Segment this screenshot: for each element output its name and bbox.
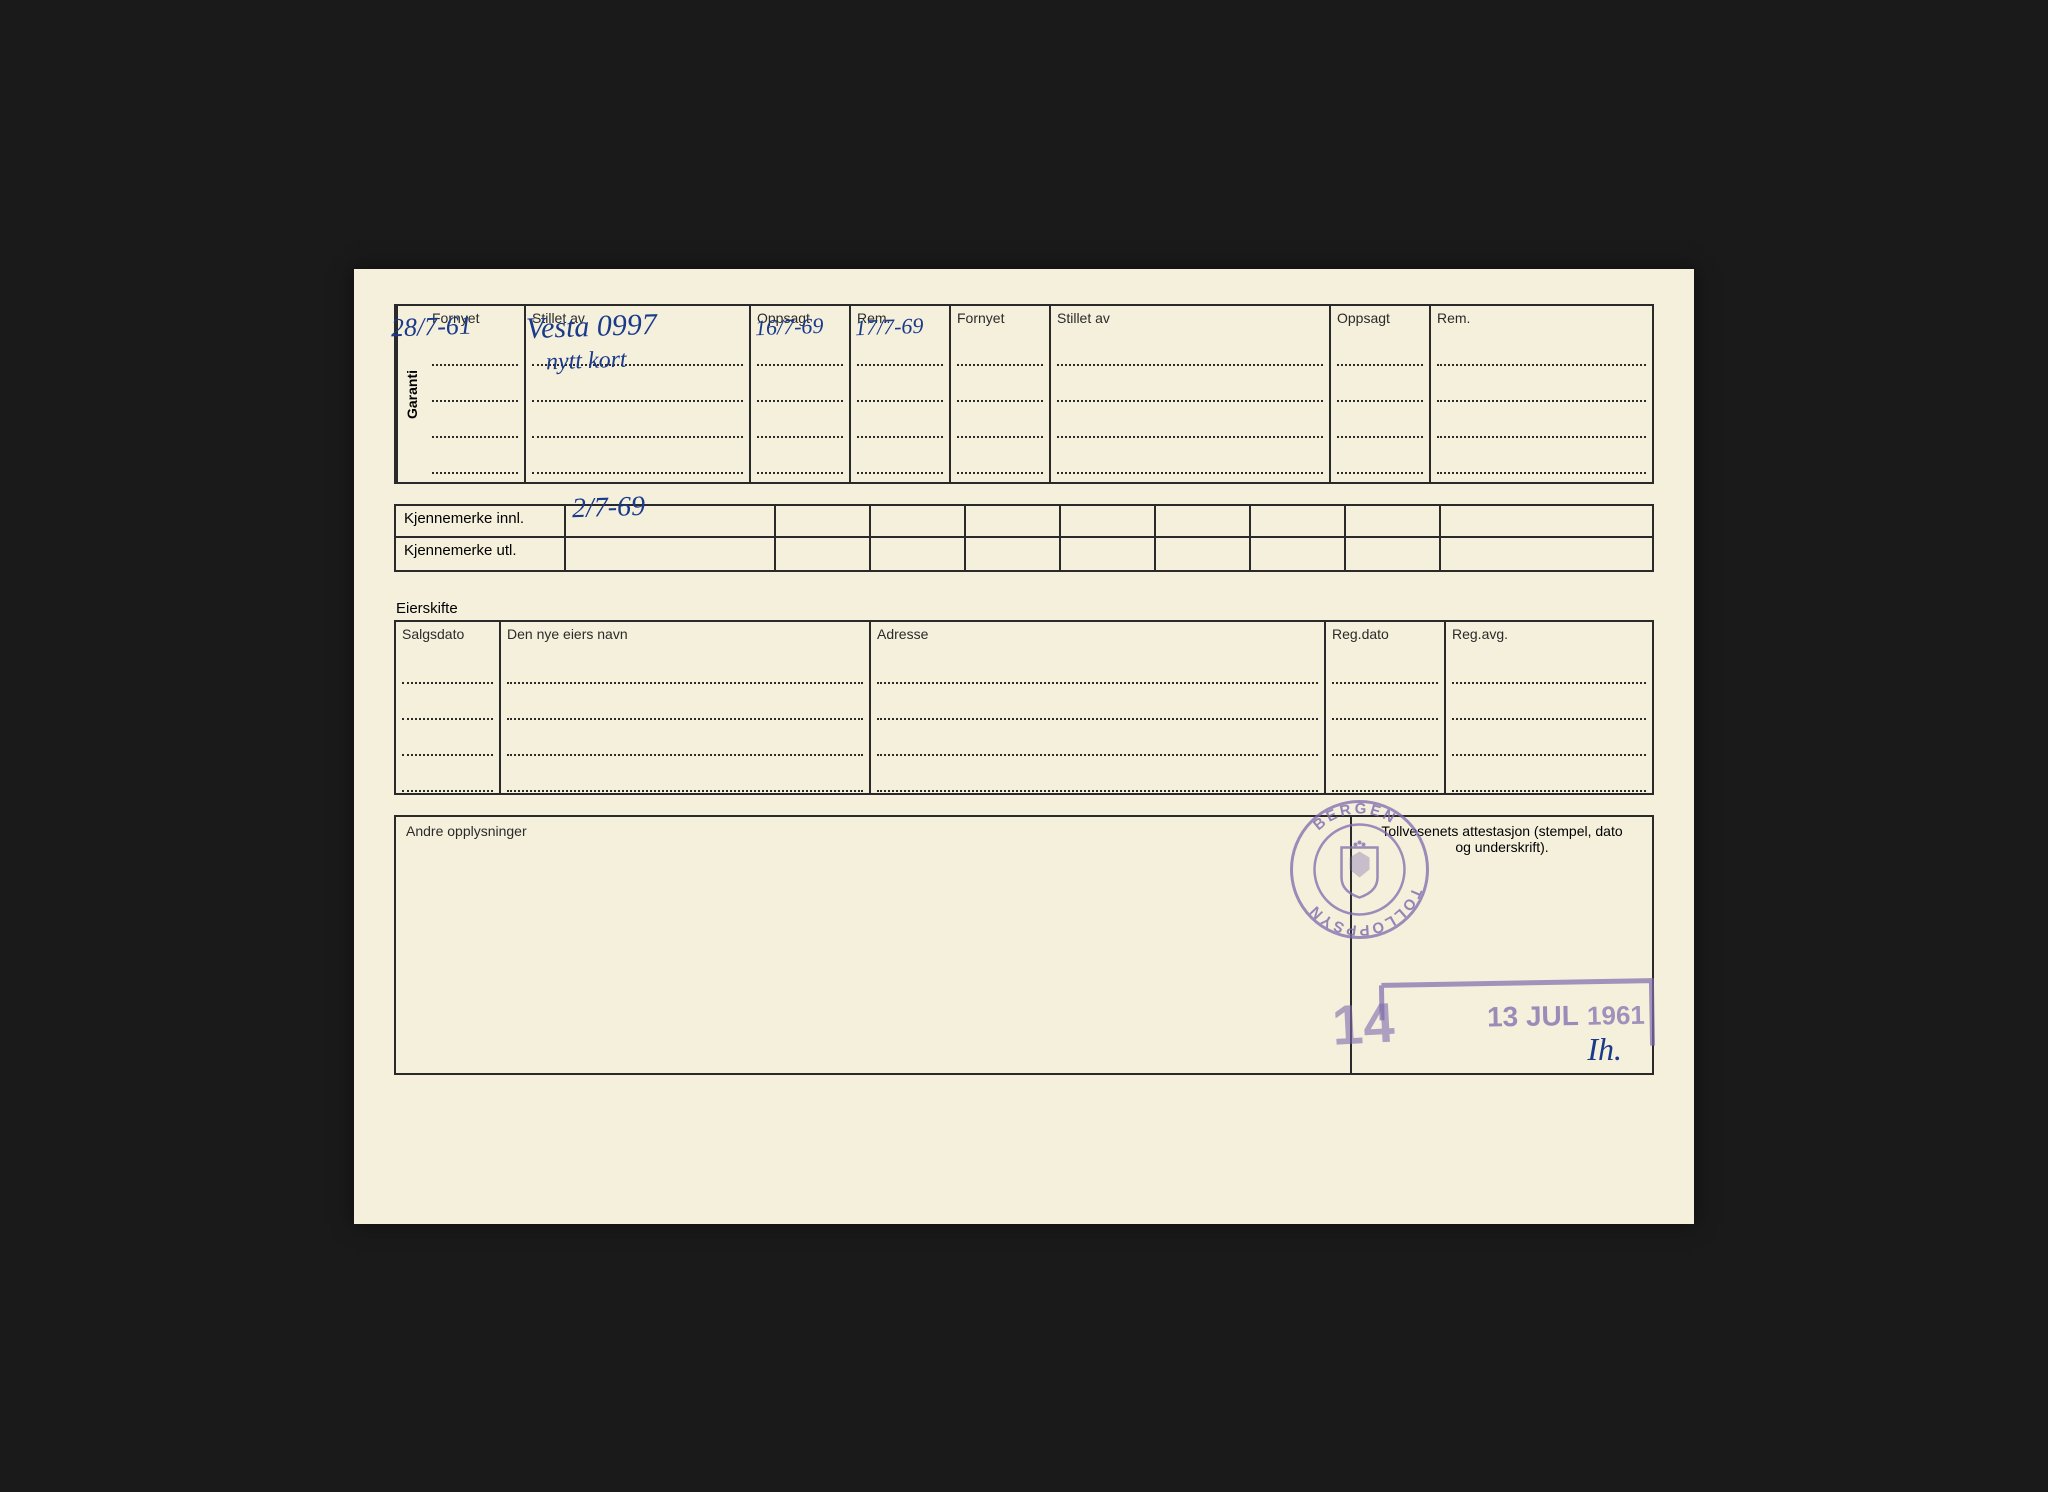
kjennemerke-utl-label: Kjennemerke utl. [396,538,566,570]
kjennemerke-utl-value [566,538,776,570]
header-stillet2: Stillet av [1057,310,1323,326]
col-oppsagt2: Oppsagt [1331,306,1431,482]
col-nyeier: Den nye eiers navn [501,622,871,793]
header-nyeier: Den nye eiers navn [507,626,863,642]
col-oppsagt: Oppsagt 16/7-69 [751,306,851,482]
header-adresse: Adresse [877,626,1318,642]
kjennemerke-cell [1346,506,1441,536]
handwritten-oppsagt: 16/7-69 [755,312,824,340]
col-salgsdato: Salgsdato [396,622,501,793]
col-stillet: Stillet av Vesta 0997 nytt kort [526,306,751,482]
header-regdato: Reg.dato [1332,626,1438,642]
col-rem: Rem. 17/7-69 [851,306,951,482]
tollvesen-col: Tollvesenets attestasjon (stempel, dato … [1352,817,1652,1073]
svg-text:1961: 1961 [1587,999,1645,1030]
handwritten-innl: 2/7-69 [571,490,645,525]
kjennemerke-cell [1251,538,1346,570]
kjennemerke-cell [966,506,1061,536]
kjennemerke-cell [1251,506,1346,536]
bottom-section: Andre opplysninger Tollvesenets attestas… [394,815,1654,1075]
kjennemerke-cell [1061,538,1156,570]
col-stillet2: Stillet av [1051,306,1331,482]
eierskifte-title: Eierskifte [394,600,1654,617]
kjennemerke-cell [1156,538,1251,570]
kjennemerke-innl-value: 2/7-69 [566,506,776,536]
col-regdato: Reg.dato [1326,622,1446,793]
kjennemerke-cell [776,506,871,536]
stamp-14-icon: 14 [1327,988,1407,1063]
garanti-grid: Fornyet 28/7-61 Stillet av Vesta 0997 ny… [426,306,1652,482]
col-rem2: Rem. [1431,306,1652,482]
kjennemerke-cell [1346,538,1441,570]
kjennemerke-cell [871,506,966,536]
kjennemerke-cell [966,538,1061,570]
header-oppsagt2: Oppsagt [1337,310,1423,326]
kjennemerke-section: Kjennemerke innl. 2/7-69 Kjennemerke utl… [394,504,1654,572]
garanti-section: Garanti Fornyet 28/7-61 Stillet av Vesta… [394,304,1654,484]
document-card: Garanti Fornyet 28/7-61 Stillet av Vesta… [354,269,1694,1224]
header-salgsdato: Salgsdato [402,626,493,642]
kjennemerke-utl-row: Kjennemerke utl. [396,538,1652,570]
eierskifte-section: Salgsdato Den nye eiers navn Adresse Reg… [394,620,1654,795]
svg-text:13 JUL: 13 JUL [1487,999,1579,1032]
andre-label: Andre opplysninger [406,823,1340,839]
andre-opplysninger: Andre opplysninger [396,817,1352,1073]
stamp-circle-icon: BERGEN TOLLOPPSYN [1287,797,1432,942]
kjennemerke-cell [1441,538,1652,570]
svg-text:14: 14 [1330,990,1396,1056]
header-regavg: Reg.avg. [1452,626,1646,642]
header-rem2: Rem. [1437,310,1646,326]
kjennemerke-innl-label: Kjennemerke innl. [396,506,566,536]
header-fornyet2: Fornyet [957,310,1043,326]
handwritten-fornyet: 28/7-61 [391,310,473,343]
handwritten-stillet: Vesta 0997 [525,307,657,346]
kjennemerke-cell [1156,506,1251,536]
kjennemerke-cell [1441,506,1652,536]
kjennemerke-cell [1061,506,1156,536]
handwritten-stillet2: nytt kort [546,346,628,376]
col-adresse: Adresse [871,622,1326,793]
kjennemerke-innl-row: Kjennemerke innl. 2/7-69 [396,506,1652,538]
svg-text:TOLLOPPSYN: TOLLOPPSYN [1305,885,1424,938]
col-fornyet2: Fornyet [951,306,1051,482]
col-regavg: Reg.avg. [1446,622,1652,793]
kjennemerke-cell [776,538,871,570]
col-fornyet: Fornyet 28/7-61 [426,306,526,482]
svg-text:BERGEN: BERGEN [1310,800,1400,834]
kjennemerke-cell [871,538,966,570]
handwritten-rem: 17/7-69 [855,312,924,340]
signature: Ih. [1587,1031,1622,1068]
